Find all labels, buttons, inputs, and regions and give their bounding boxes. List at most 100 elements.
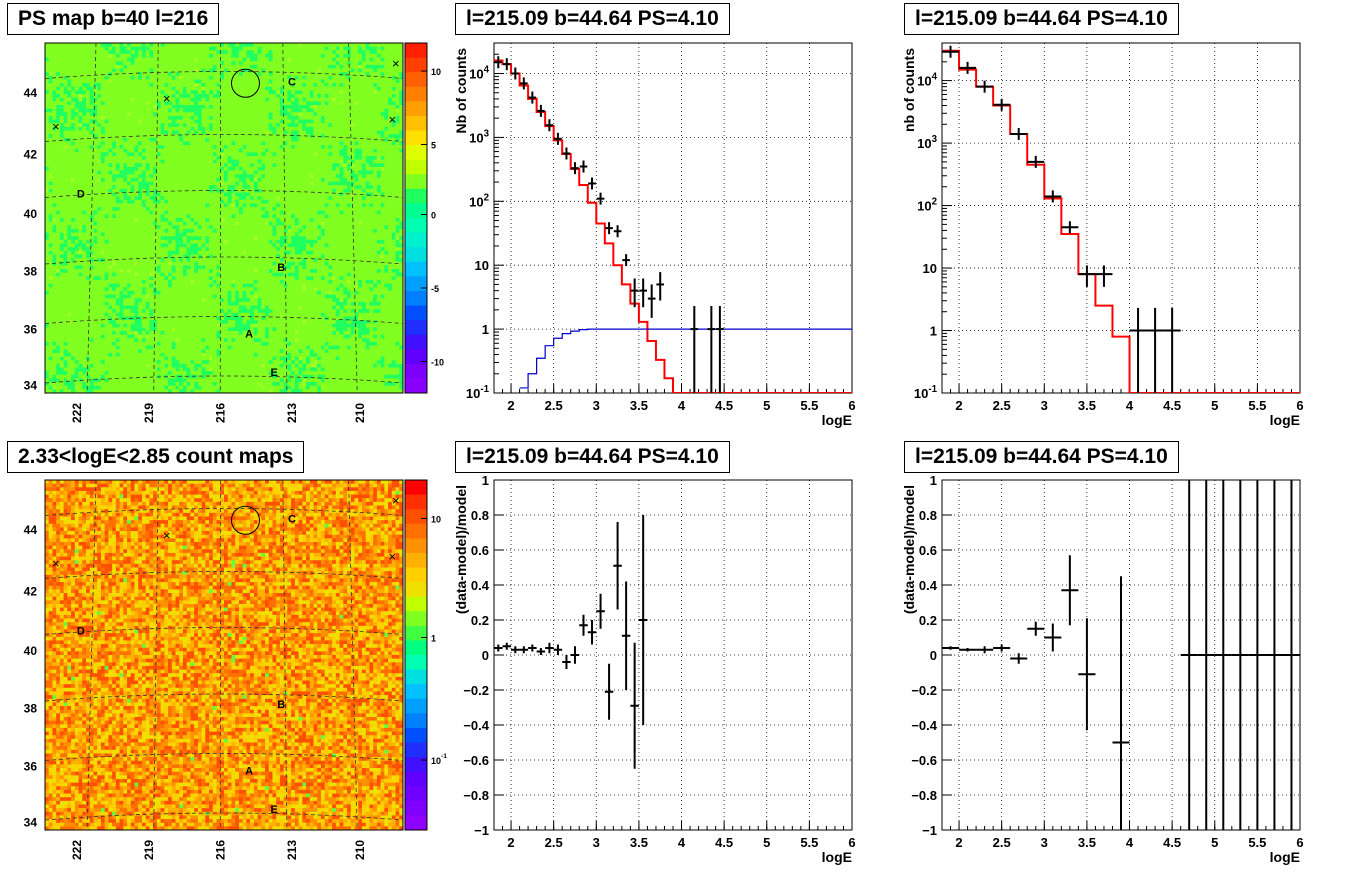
heatmap-cell [101, 269, 105, 273]
heatmap-cell [105, 69, 109, 73]
heatmap-cell [60, 171, 64, 175]
heatmap-cell [224, 251, 228, 255]
heatmap-cell [49, 291, 53, 295]
heatmap-cell [108, 233, 112, 237]
heatmap-cell [90, 83, 94, 87]
heatmap-cell [198, 90, 202, 94]
heatmap-cell [149, 353, 153, 357]
heatmap-cell [194, 378, 198, 382]
heatmap-cell [202, 167, 206, 171]
heatmap-cell [235, 43, 239, 47]
heatmap-cell [209, 357, 213, 361]
heatmap-cell [120, 207, 124, 211]
heatmap-cell [45, 171, 49, 175]
heatmap-cell [149, 236, 153, 240]
heatmap-cell [213, 316, 217, 320]
heatmap-cell [105, 87, 109, 91]
heatmap-cell [67, 284, 71, 288]
heatmap-cell [205, 309, 209, 313]
heatmap-cell [60, 382, 64, 386]
heatmap-cell [239, 61, 243, 65]
heatmap-cell [131, 87, 135, 91]
heatmap-cell [224, 357, 228, 361]
heatmap-cell [205, 233, 209, 237]
heatmap-cell [176, 349, 180, 353]
heatmap-cell [120, 185, 124, 189]
heatmap-cell [135, 371, 139, 375]
heatmap-cell [187, 90, 191, 94]
heatmap-cell [168, 109, 172, 113]
heatmap-cell [127, 218, 131, 222]
heatmap-cell [45, 375, 49, 379]
heatmap-cell [164, 178, 168, 182]
heatmap-cell [67, 324, 71, 328]
heatmap-cell [116, 367, 120, 371]
heatmap-cell [112, 254, 116, 258]
heatmap-cell [79, 353, 83, 357]
heatmap-cell [198, 378, 202, 382]
heatmap-cell [224, 276, 228, 280]
heatmap-cell [105, 295, 109, 299]
heatmap-cell [135, 364, 139, 368]
heatmap-cell [131, 207, 135, 211]
heatmap-cell [213, 331, 217, 335]
heatmap-cell [194, 360, 198, 364]
heatmap-cell [190, 320, 194, 324]
heatmap-cell [179, 160, 183, 164]
heatmap-cell [131, 367, 135, 371]
heatmap-cell [52, 211, 56, 215]
heatmap-cell [179, 138, 183, 142]
heatmap-cell [172, 273, 176, 277]
heatmap-cell [157, 251, 161, 255]
heatmap-cell [202, 233, 206, 237]
heatmap-cell [52, 302, 56, 306]
heatmap-cell [86, 258, 90, 262]
heatmap-cell [105, 109, 109, 113]
heatmap-cell [194, 109, 198, 113]
heatmap-cell [213, 357, 217, 361]
heatmap-cell [142, 160, 146, 164]
heatmap-cell [153, 112, 157, 116]
heatmap-cell [187, 284, 191, 288]
heatmap-cell [82, 87, 86, 91]
heatmap-cell [101, 357, 105, 361]
heatmap-cell [116, 269, 120, 273]
heatmap-cell [142, 145, 146, 149]
heatmap-cell [149, 225, 153, 229]
heatmap-cell [71, 342, 75, 346]
heatmap-cell [60, 371, 64, 375]
heatmap-cell [157, 156, 161, 160]
heatmap-cell [75, 287, 79, 291]
heatmap-cell [149, 182, 153, 186]
heatmap-cell [194, 375, 198, 379]
heatmap-cell [123, 112, 127, 116]
heatmap-cell [60, 218, 64, 222]
heatmap-cell [97, 174, 101, 178]
heatmap-cell [123, 109, 127, 113]
heatmap-cell [64, 269, 68, 273]
heatmap-cell [112, 295, 116, 299]
heatmap-cell [138, 360, 142, 364]
heatmap-cell [52, 386, 56, 390]
heatmap-cell [172, 160, 176, 164]
heatmap-cell [168, 302, 172, 306]
heatmap-cell [108, 316, 112, 320]
heatmap-cell [97, 236, 101, 240]
heatmap-cell [164, 200, 168, 204]
heatmap-cell [105, 105, 109, 109]
heatmap-cell [82, 316, 86, 320]
heatmap-cell [149, 360, 153, 364]
heatmap-cell [149, 50, 153, 54]
heatmap-cell [108, 357, 112, 361]
heatmap-cell [228, 131, 232, 135]
heatmap-cell [82, 101, 86, 105]
heatmap-cell [56, 225, 60, 229]
heatmap-cell [64, 233, 68, 237]
heatmap-cell [157, 214, 161, 218]
heatmap-cell [64, 324, 68, 328]
heatmap-cell [75, 236, 79, 240]
heatmap-cell [190, 152, 194, 156]
heatmap-cell [179, 58, 183, 62]
heatmap-cell [112, 109, 116, 113]
heatmap-cell [101, 65, 105, 69]
